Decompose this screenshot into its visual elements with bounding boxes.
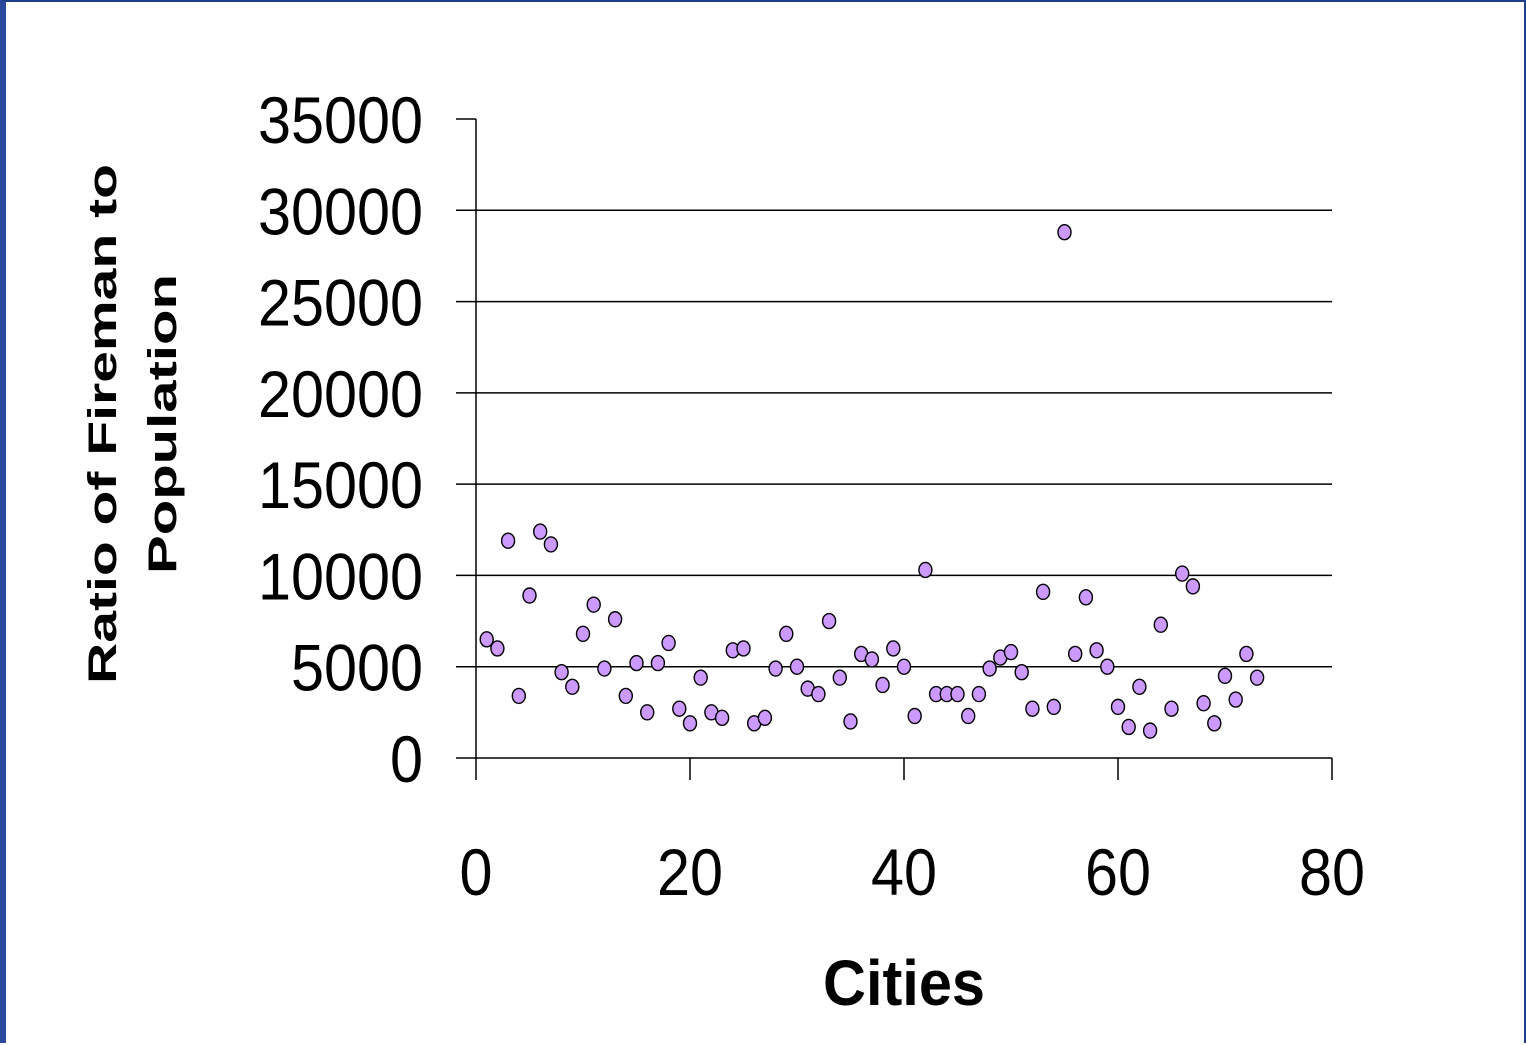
data-point bbox=[500, 532, 516, 549]
x-tick-label: 40 bbox=[871, 835, 937, 909]
data-point bbox=[1142, 722, 1158, 739]
data-point bbox=[821, 612, 837, 630]
data-point bbox=[843, 713, 858, 730]
data-point bbox=[1121, 718, 1136, 736]
data-point bbox=[1132, 678, 1147, 695]
data-point bbox=[768, 660, 783, 677]
data-point bbox=[1110, 698, 1126, 716]
data-point bbox=[1025, 700, 1040, 717]
data-point bbox=[789, 658, 805, 675]
data-point bbox=[693, 669, 708, 686]
data-point bbox=[1035, 583, 1051, 601]
data-point bbox=[875, 676, 890, 694]
data-point bbox=[1174, 565, 1190, 582]
data-point bbox=[511, 687, 526, 705]
data-point bbox=[1089, 642, 1104, 659]
data-point bbox=[1207, 715, 1222, 732]
data-point bbox=[597, 660, 612, 677]
y-axis-title-line-1: Ratio of Fireman to bbox=[81, 164, 125, 684]
data-point bbox=[779, 625, 794, 643]
data-point bbox=[640, 704, 655, 721]
x-axis-title: Cities bbox=[823, 947, 985, 1019]
data-point bbox=[896, 658, 912, 675]
data-point bbox=[1196, 695, 1211, 712]
y-tick-label: 5000 bbox=[291, 631, 423, 705]
data-point bbox=[757, 709, 773, 727]
data-point bbox=[607, 611, 623, 628]
data-point bbox=[982, 660, 997, 677]
y-tick-label: 25000 bbox=[258, 266, 423, 340]
data-point bbox=[714, 709, 730, 727]
data-point bbox=[961, 707, 976, 725]
data-point bbox=[1100, 658, 1115, 675]
data-point bbox=[950, 685, 965, 703]
data-point bbox=[479, 631, 494, 648]
y-tick-label: 30000 bbox=[258, 174, 423, 248]
y-tick-label: 35000 bbox=[258, 83, 423, 157]
data-point bbox=[629, 654, 644, 672]
data-point bbox=[1014, 663, 1029, 681]
data-point bbox=[1228, 691, 1243, 708]
data-point bbox=[1164, 700, 1179, 717]
data-point bbox=[918, 561, 933, 579]
scatter-chart: 0 5000 10000 15000 20000 25000 30000 35000 0 20 40… bbox=[81, 83, 1365, 1019]
data-point bbox=[522, 587, 537, 604]
data-point bbox=[886, 640, 901, 657]
data-point bbox=[490, 640, 505, 657]
data-point bbox=[1003, 643, 1019, 661]
data-point bbox=[565, 678, 580, 695]
data-point bbox=[661, 634, 676, 652]
y-axis-title-line-2: Population bbox=[141, 274, 185, 574]
x-tick-label: 20 bbox=[657, 835, 723, 909]
data-point bbox=[1046, 698, 1062, 716]
data-point bbox=[811, 685, 826, 703]
x-tick-label: 0 bbox=[460, 835, 493, 909]
data-point bbox=[586, 596, 601, 613]
data-point bbox=[682, 715, 698, 732]
data-point bbox=[672, 700, 687, 717]
data-point bbox=[1078, 589, 1094, 606]
data-point bbox=[971, 685, 987, 703]
data-point bbox=[1217, 667, 1233, 685]
data-point bbox=[543, 536, 559, 553]
data-point bbox=[1249, 669, 1265, 686]
data-point bbox=[1239, 645, 1254, 663]
data-point bbox=[864, 651, 880, 668]
y-tick-label: 0 bbox=[390, 722, 423, 796]
y-tick-label: 10000 bbox=[258, 539, 423, 613]
data-point bbox=[1057, 223, 1072, 241]
data-point bbox=[618, 687, 633, 705]
data-point bbox=[554, 663, 569, 681]
x-tick-label: 80 bbox=[1299, 835, 1365, 909]
data-point bbox=[832, 669, 847, 686]
y-tick-label: 20000 bbox=[258, 357, 423, 431]
data-point bbox=[533, 523, 548, 540]
data-point bbox=[650, 654, 666, 672]
data-point bbox=[1153, 616, 1169, 633]
x-tick-label: 60 bbox=[1085, 835, 1151, 909]
data-point bbox=[1185, 578, 1201, 595]
data-point bbox=[907, 707, 922, 725]
y-tick-label: 15000 bbox=[258, 448, 423, 522]
data-point bbox=[575, 625, 591, 643]
data-point bbox=[1067, 645, 1083, 663]
data-point bbox=[736, 640, 751, 657]
